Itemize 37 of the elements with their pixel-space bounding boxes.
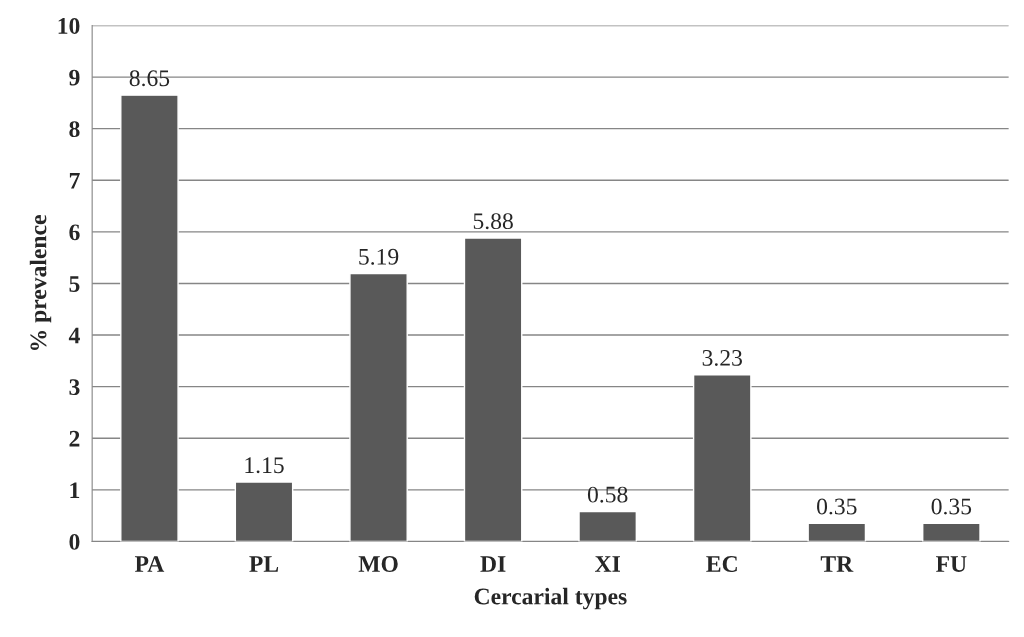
data-label: 0.58 [587, 486, 628, 503]
x-tick-label: EC [706, 556, 737, 572]
data-label: 0.35 [817, 498, 857, 515]
x-tick-label: XI [595, 556, 620, 572]
bar [120, 94, 179, 542]
y-tick-label: 3 [69, 379, 80, 396]
bar [922, 522, 981, 542]
data-label: 8.65 [129, 70, 170, 87]
bar [349, 272, 408, 542]
data-label: 5.19 [359, 248, 399, 265]
bar [234, 481, 294, 542]
bar [807, 522, 867, 542]
x-tick-label: FU [936, 556, 967, 572]
x-tick-label: MO [358, 556, 398, 572]
x-tick-label: DI [480, 556, 506, 572]
y-tick-label: 7 [69, 173, 80, 189]
bar [463, 237, 523, 542]
y-tick-label: 0 [69, 533, 80, 550]
y-tick-label: 9 [69, 69, 80, 86]
data-label: 5.88 [473, 213, 513, 230]
x-tick-label: PA [134, 556, 165, 572]
bar [692, 374, 752, 542]
y-tick-label: 4 [68, 327, 80, 344]
y-tick-label: 5 [69, 276, 80, 292]
y-tick-label: 8 [69, 121, 80, 138]
bar [578, 510, 638, 542]
y-tick-label: 1 [70, 482, 80, 499]
y-axis-title: % prevalence [29, 215, 52, 351]
x-axis-title: Cercarial types [474, 587, 627, 610]
data-label: 0.35 [931, 498, 972, 515]
y-tick-label: 6 [69, 224, 80, 241]
x-tick-label: TR [820, 556, 854, 572]
y-tick-label: 10 [58, 17, 80, 34]
data-label: 1.15 [245, 457, 284, 474]
x-tick-label: PL [249, 556, 279, 572]
y-tick-label: 2 [69, 430, 80, 447]
data-label: 3.23 [702, 349, 742, 366]
